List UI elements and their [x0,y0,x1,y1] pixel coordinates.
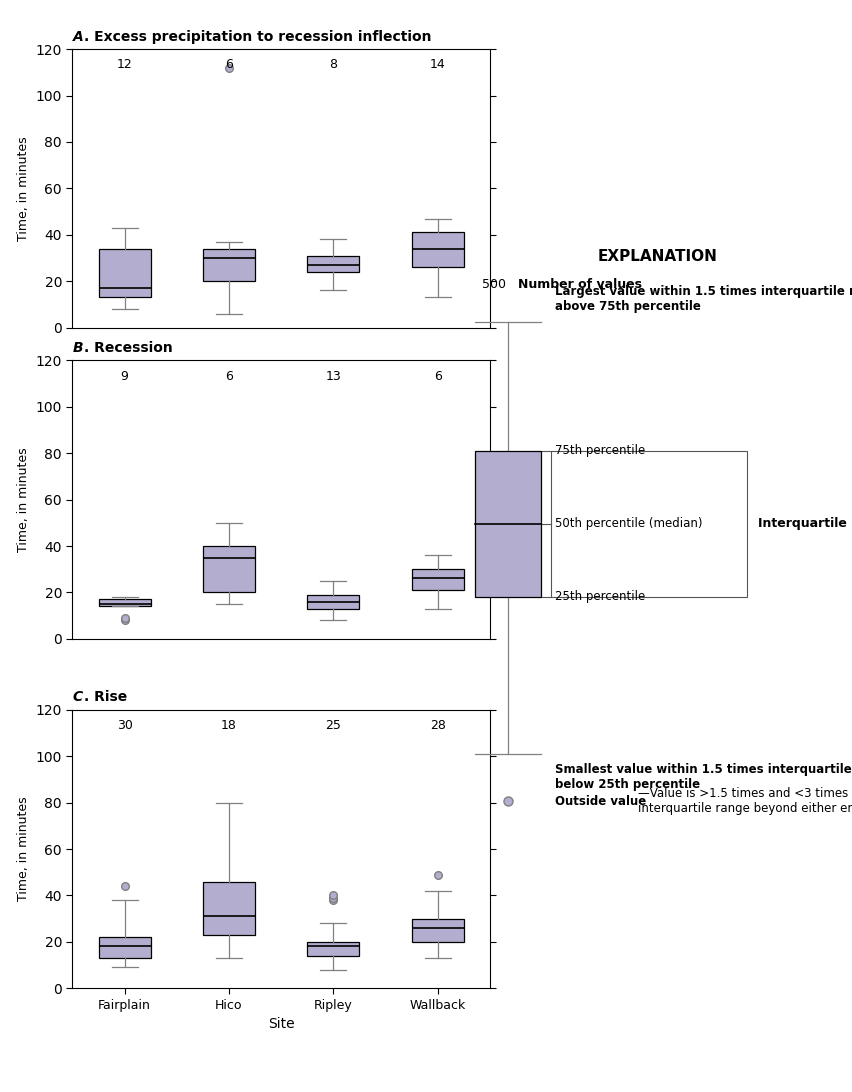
Text: 18: 18 [221,719,237,732]
Text: EXPLANATION: EXPLANATION [597,249,717,264]
FancyBboxPatch shape [475,451,541,596]
Text: 75th percentile: 75th percentile [555,444,645,458]
Text: . Excess precipitation to recession inflection: . Excess precipitation to recession infl… [84,29,432,44]
PathPatch shape [99,937,151,958]
Text: Number of values: Number of values [518,278,642,292]
Text: 6: 6 [434,370,441,382]
Text: 6: 6 [225,58,233,71]
Text: . Recession: . Recession [84,341,173,355]
Text: 25: 25 [325,719,342,732]
Text: C: C [72,690,83,704]
PathPatch shape [308,941,360,956]
Text: 6: 6 [225,370,233,382]
Text: 30: 30 [117,719,133,732]
PathPatch shape [308,595,360,608]
X-axis label: Site: Site [268,1018,295,1031]
PathPatch shape [99,249,151,297]
Text: 28: 28 [429,719,446,732]
Text: 14: 14 [430,58,446,71]
Y-axis label: Time, in minutes: Time, in minutes [17,136,30,240]
Text: 8: 8 [330,58,337,71]
PathPatch shape [203,249,255,282]
Text: 9: 9 [121,370,129,382]
Text: 500: 500 [482,278,506,292]
Text: B: B [72,341,83,355]
Text: Outside value: Outside value [555,795,646,808]
PathPatch shape [412,569,463,590]
Text: Interquartile range: Interquartile range [758,518,852,530]
Text: Smallest value within 1.5 times interquartile range
below 25th percentile: Smallest value within 1.5 times interqua… [555,763,852,791]
Text: —Value is >1.5 times and <3 times the
interquartile range beyond either end of t: —Value is >1.5 times and <3 times the in… [638,787,852,815]
PathPatch shape [203,546,255,593]
Text: 13: 13 [325,370,341,382]
Y-axis label: Time, in minutes: Time, in minutes [17,448,30,551]
Y-axis label: Time, in minutes: Time, in minutes [17,797,30,901]
Text: 50th percentile (median): 50th percentile (median) [555,518,702,530]
Text: 12: 12 [117,58,132,71]
PathPatch shape [308,256,360,272]
Text: . Rise: . Rise [84,690,127,704]
Text: Largest value within 1.5 times interquartile range
above 75th percentile: Largest value within 1.5 times interquar… [555,285,852,313]
Text: A: A [72,29,83,44]
PathPatch shape [412,918,463,941]
PathPatch shape [99,600,151,606]
PathPatch shape [412,233,463,268]
Text: 25th percentile: 25th percentile [555,590,645,603]
PathPatch shape [203,881,255,935]
